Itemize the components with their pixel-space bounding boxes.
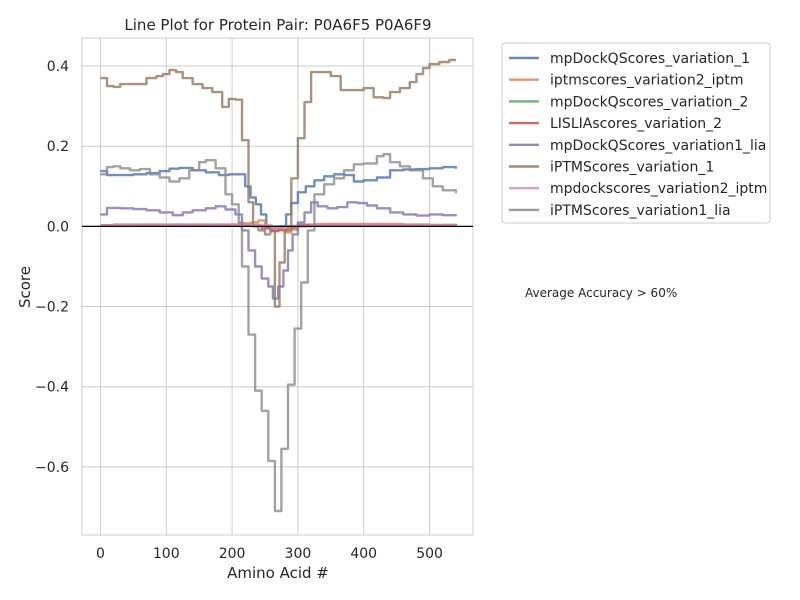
series-line-5 [100, 201, 458, 300]
x-axis-label: Amino Acid # [227, 564, 329, 582]
plot-frame [81, 37, 474, 536]
tick-labels: 0 100 200 300 400 500 0.4 0.2 0.0 −0.2 −0.4 −0.6 [35, 59, 443, 562]
series-line-8 [100, 153, 458, 513]
x-tick-label: 100 [153, 546, 180, 562]
legend-label-2: iptmscores_variation2_iptm [550, 73, 744, 89]
legend-label-5: mpDockQScores_variation1_lia [550, 138, 766, 154]
y-tick-label: 0.2 [47, 139, 69, 155]
x-tick-label: 400 [350, 546, 377, 562]
y-axis-label: Score [16, 266, 34, 308]
legend-label-1: mpDockQScores_variation_1 [550, 51, 750, 67]
annotation-text: Average Accuracy > 60% [525, 286, 677, 300]
y-tick-label: 0.0 [47, 219, 69, 235]
series-line-1 [100, 165, 458, 230]
legend-label-7: mpdockscores_variation2_iptm [550, 181, 767, 197]
y-tick-label: −0.6 [35, 460, 69, 476]
y-tick-label: −0.4 [35, 380, 69, 396]
x-tick-label: 0 [96, 546, 105, 562]
series-group [100, 58, 458, 513]
x-tick-label: 500 [416, 546, 443, 562]
legend: mpDockQScores_variation_1 iptmscores_vari… [501, 42, 771, 224]
legend-label-4: LISLIAscores_variation_2 [550, 116, 722, 132]
series-line-6 [100, 58, 456, 308]
legend-label-6: iPTMScores_variation_1 [550, 160, 714, 176]
chart-title: Line Plot for Protein Pair: P0A6F5 P0A6F… [124, 16, 431, 34]
legend-label-3: mpDockQscores_variation_2 [550, 94, 748, 110]
legend-label-8: iPTMScores_variation1_lia [550, 203, 731, 219]
legend-box [501, 42, 771, 224]
series-line-7 [100, 223, 456, 230]
x-tick-label: 300 [285, 546, 312, 562]
y-tick-label: −0.2 [35, 300, 69, 316]
x-tick-label: 200 [219, 546, 246, 562]
y-tick-label: 0.4 [47, 59, 69, 75]
